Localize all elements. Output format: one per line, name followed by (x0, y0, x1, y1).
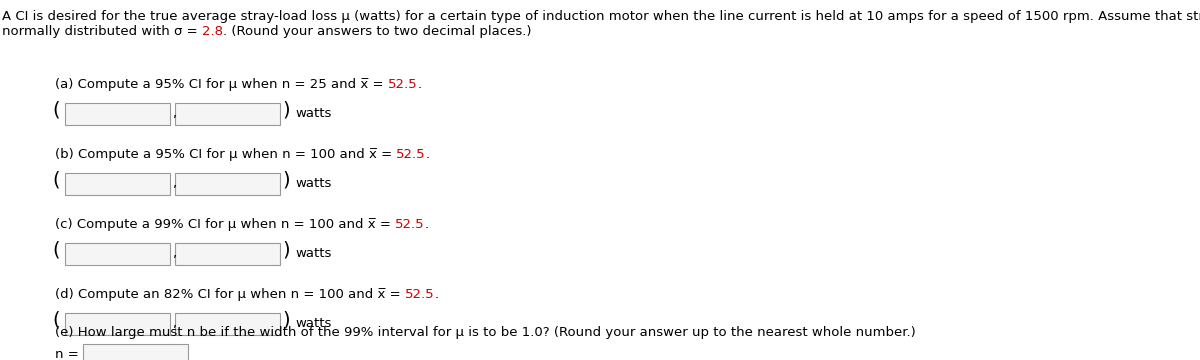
Text: 52.5: 52.5 (395, 218, 425, 231)
Text: 52.5: 52.5 (388, 78, 418, 91)
Text: (d) Compute an 82% CI for μ when n = 100 and x̅ =: (d) Compute an 82% CI for μ when n = 100… (55, 288, 404, 301)
Text: ): ) (282, 171, 289, 190)
Text: .: . (426, 148, 430, 161)
Text: watts: watts (295, 247, 331, 260)
Text: watts: watts (295, 317, 331, 330)
Text: watts: watts (295, 107, 331, 120)
Text: (: ( (52, 101, 60, 120)
Bar (65, 313, 170, 335)
Bar (175, 103, 280, 125)
Text: n =: n = (55, 348, 79, 360)
Text: (: ( (52, 171, 60, 190)
Text: ,: , (172, 247, 176, 260)
Text: (: ( (52, 311, 60, 330)
Text: ,: , (172, 177, 176, 190)
Text: .: . (434, 288, 439, 301)
Text: ): ) (282, 241, 289, 260)
Text: ,: , (172, 317, 176, 330)
Text: (e) How large must n be if the width of the 99% interval for μ is to be 1.0? (Ro: (e) How large must n be if the width of … (55, 326, 916, 339)
Text: watts: watts (295, 177, 331, 190)
Text: 52.5: 52.5 (396, 148, 426, 161)
Text: (a) Compute a 95% CI for μ when n = 25 and x̅ =: (a) Compute a 95% CI for μ when n = 25 a… (55, 78, 388, 91)
Text: ): ) (282, 101, 289, 120)
Bar (175, 313, 280, 335)
Text: (: ( (52, 241, 60, 260)
Bar (65, 243, 170, 265)
Text: . (Round your answers to two decimal places.): . (Round your answers to two decimal pla… (223, 25, 532, 38)
Bar (175, 173, 280, 195)
Bar (83, 344, 188, 360)
Text: (c) Compute a 99% CI for μ when n = 100 and x̅ =: (c) Compute a 99% CI for μ when n = 100 … (55, 218, 395, 231)
Text: normally distributed with σ =: normally distributed with σ = (2, 25, 202, 38)
Text: 2.8: 2.8 (202, 25, 223, 38)
Text: 52.5: 52.5 (404, 288, 434, 301)
Text: ,: , (172, 107, 176, 120)
Text: .: . (418, 78, 421, 91)
Text: .: . (425, 218, 428, 231)
Text: (b) Compute a 95% CI for μ when n = 100 and x̅ =: (b) Compute a 95% CI for μ when n = 100 … (55, 148, 396, 161)
Text: A CI is desired for the true average stray-load loss μ (watts) for a certain typ: A CI is desired for the true average str… (2, 10, 1200, 23)
Bar (65, 103, 170, 125)
Text: ): ) (282, 311, 289, 330)
Bar (65, 173, 170, 195)
Bar (175, 243, 280, 265)
